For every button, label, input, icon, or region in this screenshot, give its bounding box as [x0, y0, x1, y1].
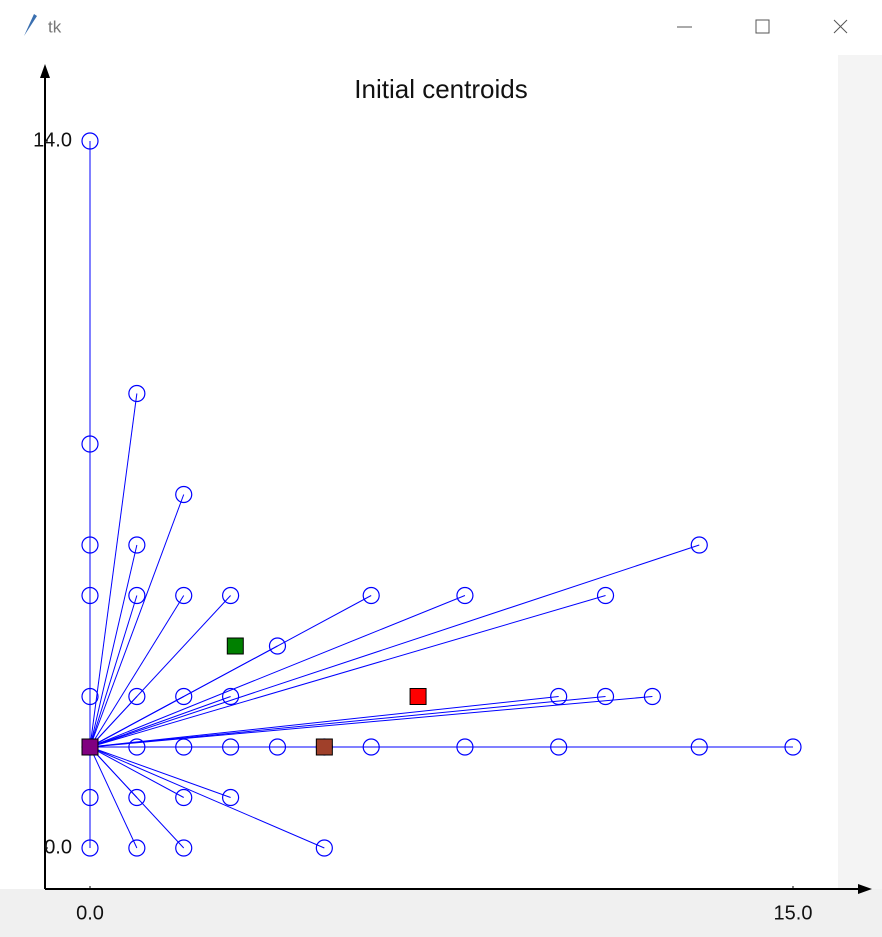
data-point — [175, 485, 193, 504]
canvas — [0, 55, 838, 889]
chart-title: Initial centroids — [354, 74, 527, 104]
link-line — [89, 595, 185, 748]
data-point — [175, 839, 193, 857]
data-point — [596, 687, 615, 706]
data-point — [128, 687, 146, 706]
data-point — [128, 586, 146, 605]
data-point — [128, 536, 146, 554]
data-point — [81, 586, 99, 605]
link-line — [89, 696, 559, 748]
data-point — [81, 839, 99, 857]
y-tick-label: 0.0 — [44, 836, 72, 858]
data-point — [222, 687, 240, 706]
centroid — [315, 738, 333, 756]
maximize-button[interactable] — [755, 19, 770, 34]
data-point — [175, 738, 193, 756]
data-point — [550, 738, 568, 756]
link-line — [89, 746, 185, 849]
link-line — [89, 544, 138, 748]
link-line — [89, 595, 466, 748]
link-line — [89, 746, 325, 849]
data-point — [596, 586, 615, 605]
link-line — [89, 696, 231, 748]
data-point — [643, 687, 662, 706]
link-line — [89, 494, 185, 748]
data-point — [81, 687, 99, 706]
title-bar — [0, 0, 882, 55]
data-point — [128, 384, 146, 403]
x-axis-arrow — [858, 884, 872, 894]
data-point — [222, 738, 240, 756]
data-point — [81, 788, 99, 807]
data-point — [128, 839, 146, 857]
data-point — [690, 536, 708, 554]
data-point — [268, 637, 287, 655]
y-axis-arrow — [40, 64, 50, 78]
data-point — [81, 435, 99, 453]
data-point — [456, 586, 474, 605]
data-point — [362, 586, 380, 605]
app-icon — [24, 14, 37, 36]
y-tick-label: 14.0 — [33, 129, 72, 151]
x-tick-label: 0.0 — [76, 902, 104, 924]
data-point — [175, 687, 193, 706]
centroid — [226, 637, 244, 655]
data-point — [550, 687, 568, 706]
centroid — [81, 738, 99, 756]
link-line — [89, 696, 184, 748]
data-point — [81, 536, 99, 554]
x-tick-label: 15.0 — [774, 902, 813, 924]
link-line — [89, 544, 700, 748]
link-line — [89, 595, 138, 748]
window-title: tk — [48, 17, 62, 36]
data-point — [128, 788, 146, 807]
data-point — [222, 586, 240, 605]
side-strip — [838, 55, 882, 889]
data-point — [784, 738, 802, 756]
data-point — [315, 839, 333, 857]
data-point — [456, 738, 474, 756]
link-line — [89, 746, 231, 798]
data-point — [268, 738, 287, 756]
link-line — [89, 595, 606, 748]
centroid — [409, 688, 427, 705]
data-point — [175, 788, 193, 807]
close-button[interactable] — [833, 19, 848, 34]
data-point — [81, 132, 99, 150]
link-line — [89, 746, 184, 798]
data-point — [222, 788, 240, 807]
link-line — [89, 696, 606, 748]
link-line — [89, 746, 138, 849]
data-point — [690, 738, 708, 756]
data-point — [362, 738, 380, 756]
data-point — [128, 738, 146, 756]
data-point — [175, 586, 193, 605]
link-line — [89, 393, 138, 748]
